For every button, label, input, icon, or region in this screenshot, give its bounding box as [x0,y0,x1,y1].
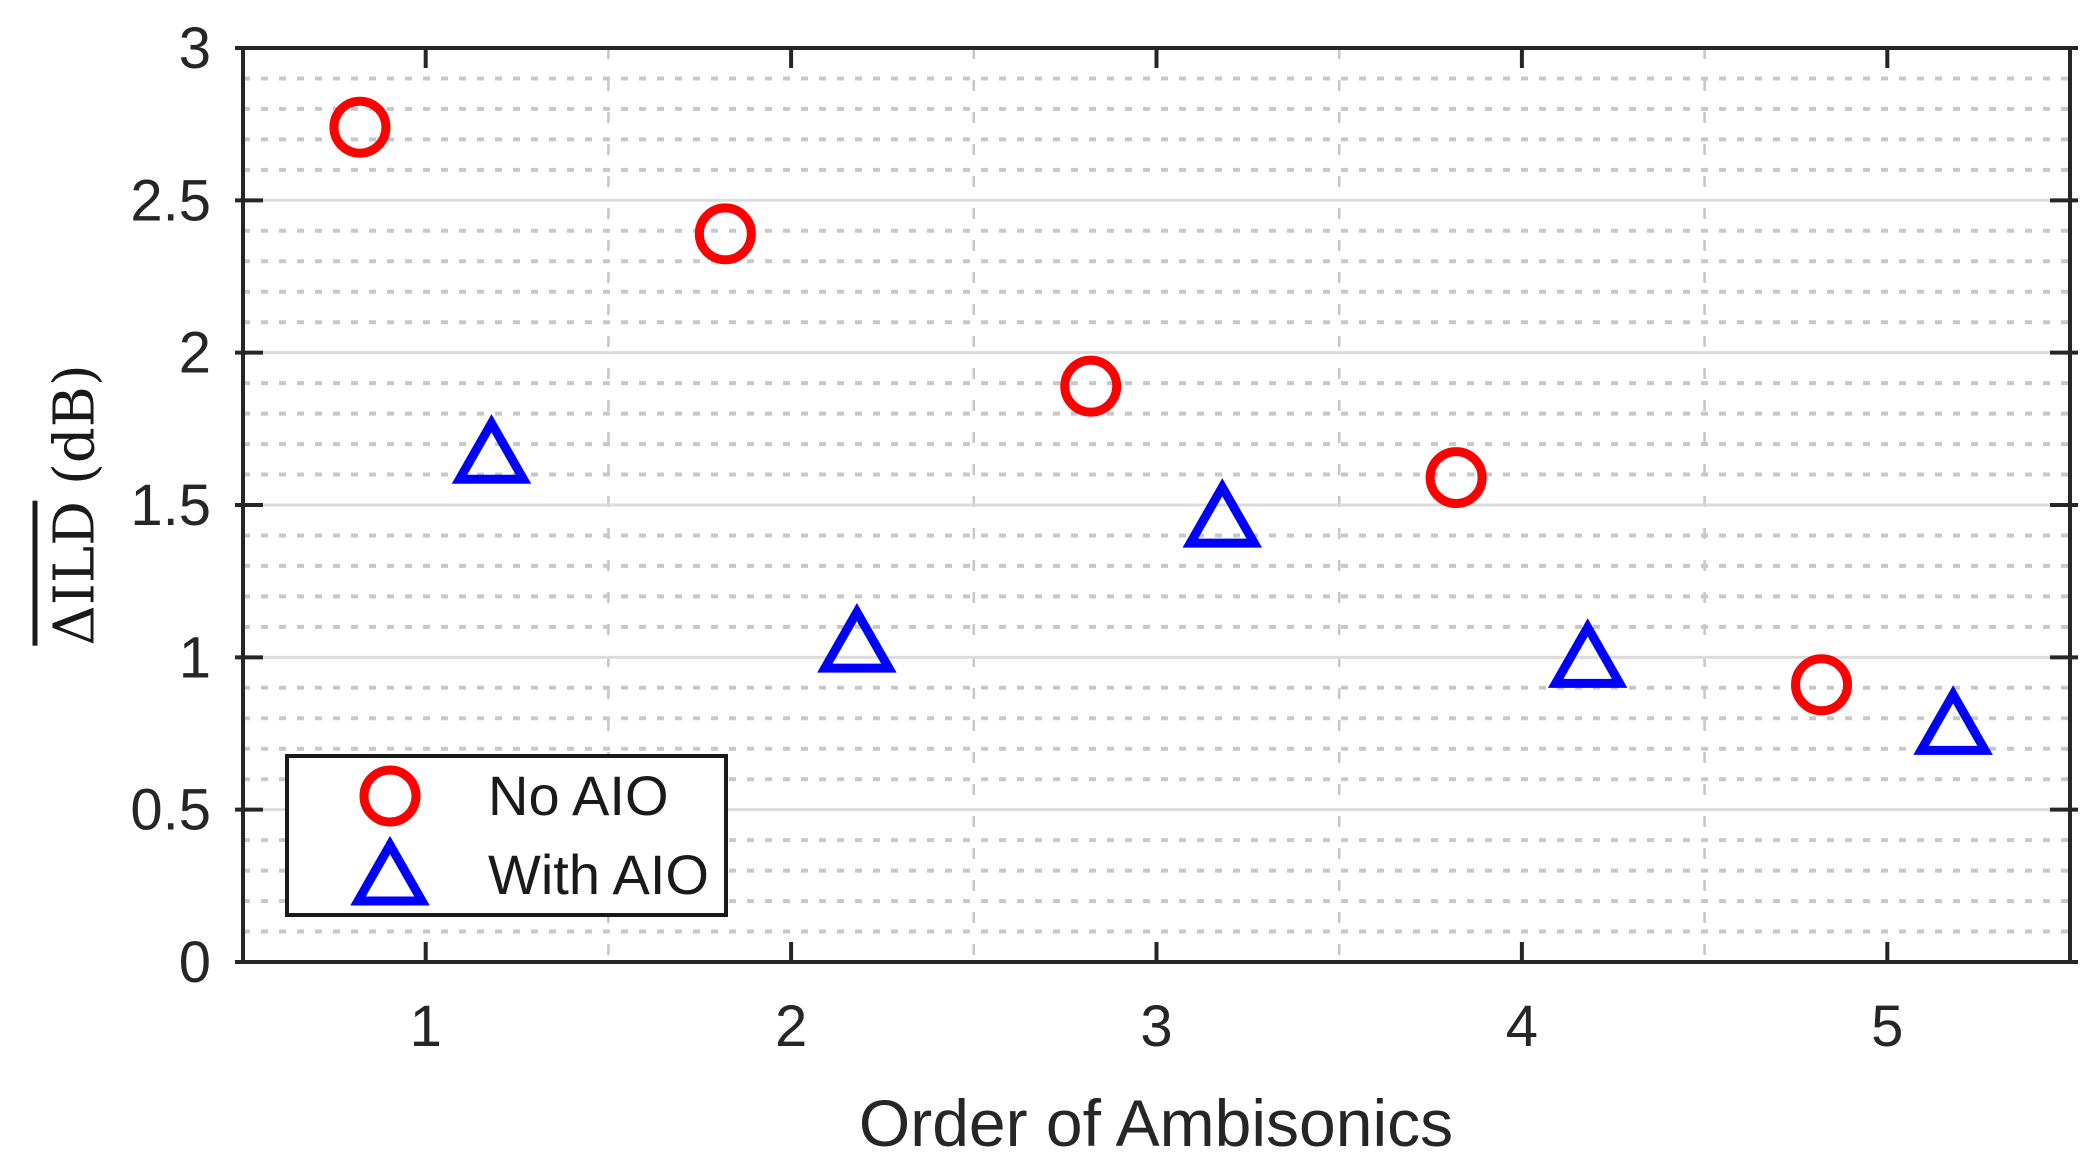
data-point-circle [1060,355,1122,417]
y-tick-label: 2 [179,321,211,386]
legend-marker-circle-icon [359,765,421,827]
legend-label-no-aio: No AIO [488,764,669,827]
major-gridlines [243,198,2070,812]
y-tick-label: 3 [179,16,211,81]
x-tick-label: 2 [775,994,807,1059]
data-point-triangle [817,603,897,673]
data-point-triangle [451,414,532,484]
y-axis-label: ΔILD (dB) [32,364,108,646]
y-axis-label-unit-text: (dB) [42,364,108,486]
x-tick-label: 5 [1871,994,1903,1059]
legend-marker-triangle-icon [350,835,430,906]
axis-ticks [235,46,2078,964]
legend: No AIO With AIO [285,754,728,917]
data-point-triangle [1913,685,1993,755]
y-tick-label: 0 [179,930,211,995]
legend-label-with-aio: With AIO [488,843,709,906]
data-point-triangle [1182,478,1263,548]
y-tick-label: 1 [179,625,211,690]
data-markers [329,96,1993,755]
y-tick-label: 0.5 [130,778,211,843]
data-point-circle [1425,447,1487,509]
y-tick-label: 2.5 [130,168,211,233]
x-tick-label: 1 [410,994,442,1059]
data-point-triangle [1547,618,1628,688]
axis-tick-labels: 1 2 3 4 5 0 0.5 1 1.5 2 2.5 3 [130,16,1903,1059]
x-tick-label: 4 [1506,994,1538,1059]
data-point-circle [694,203,756,265]
x-axis-label: Order of Ambisonics [859,1086,1453,1160]
data-point-circle [1791,654,1853,716]
x-tick-label: 3 [1140,994,1172,1059]
y-axis-label-overlined-text: ΔILD [32,501,108,646]
data-point-circle [329,96,391,158]
y-tick-label: 1.5 [130,473,211,538]
